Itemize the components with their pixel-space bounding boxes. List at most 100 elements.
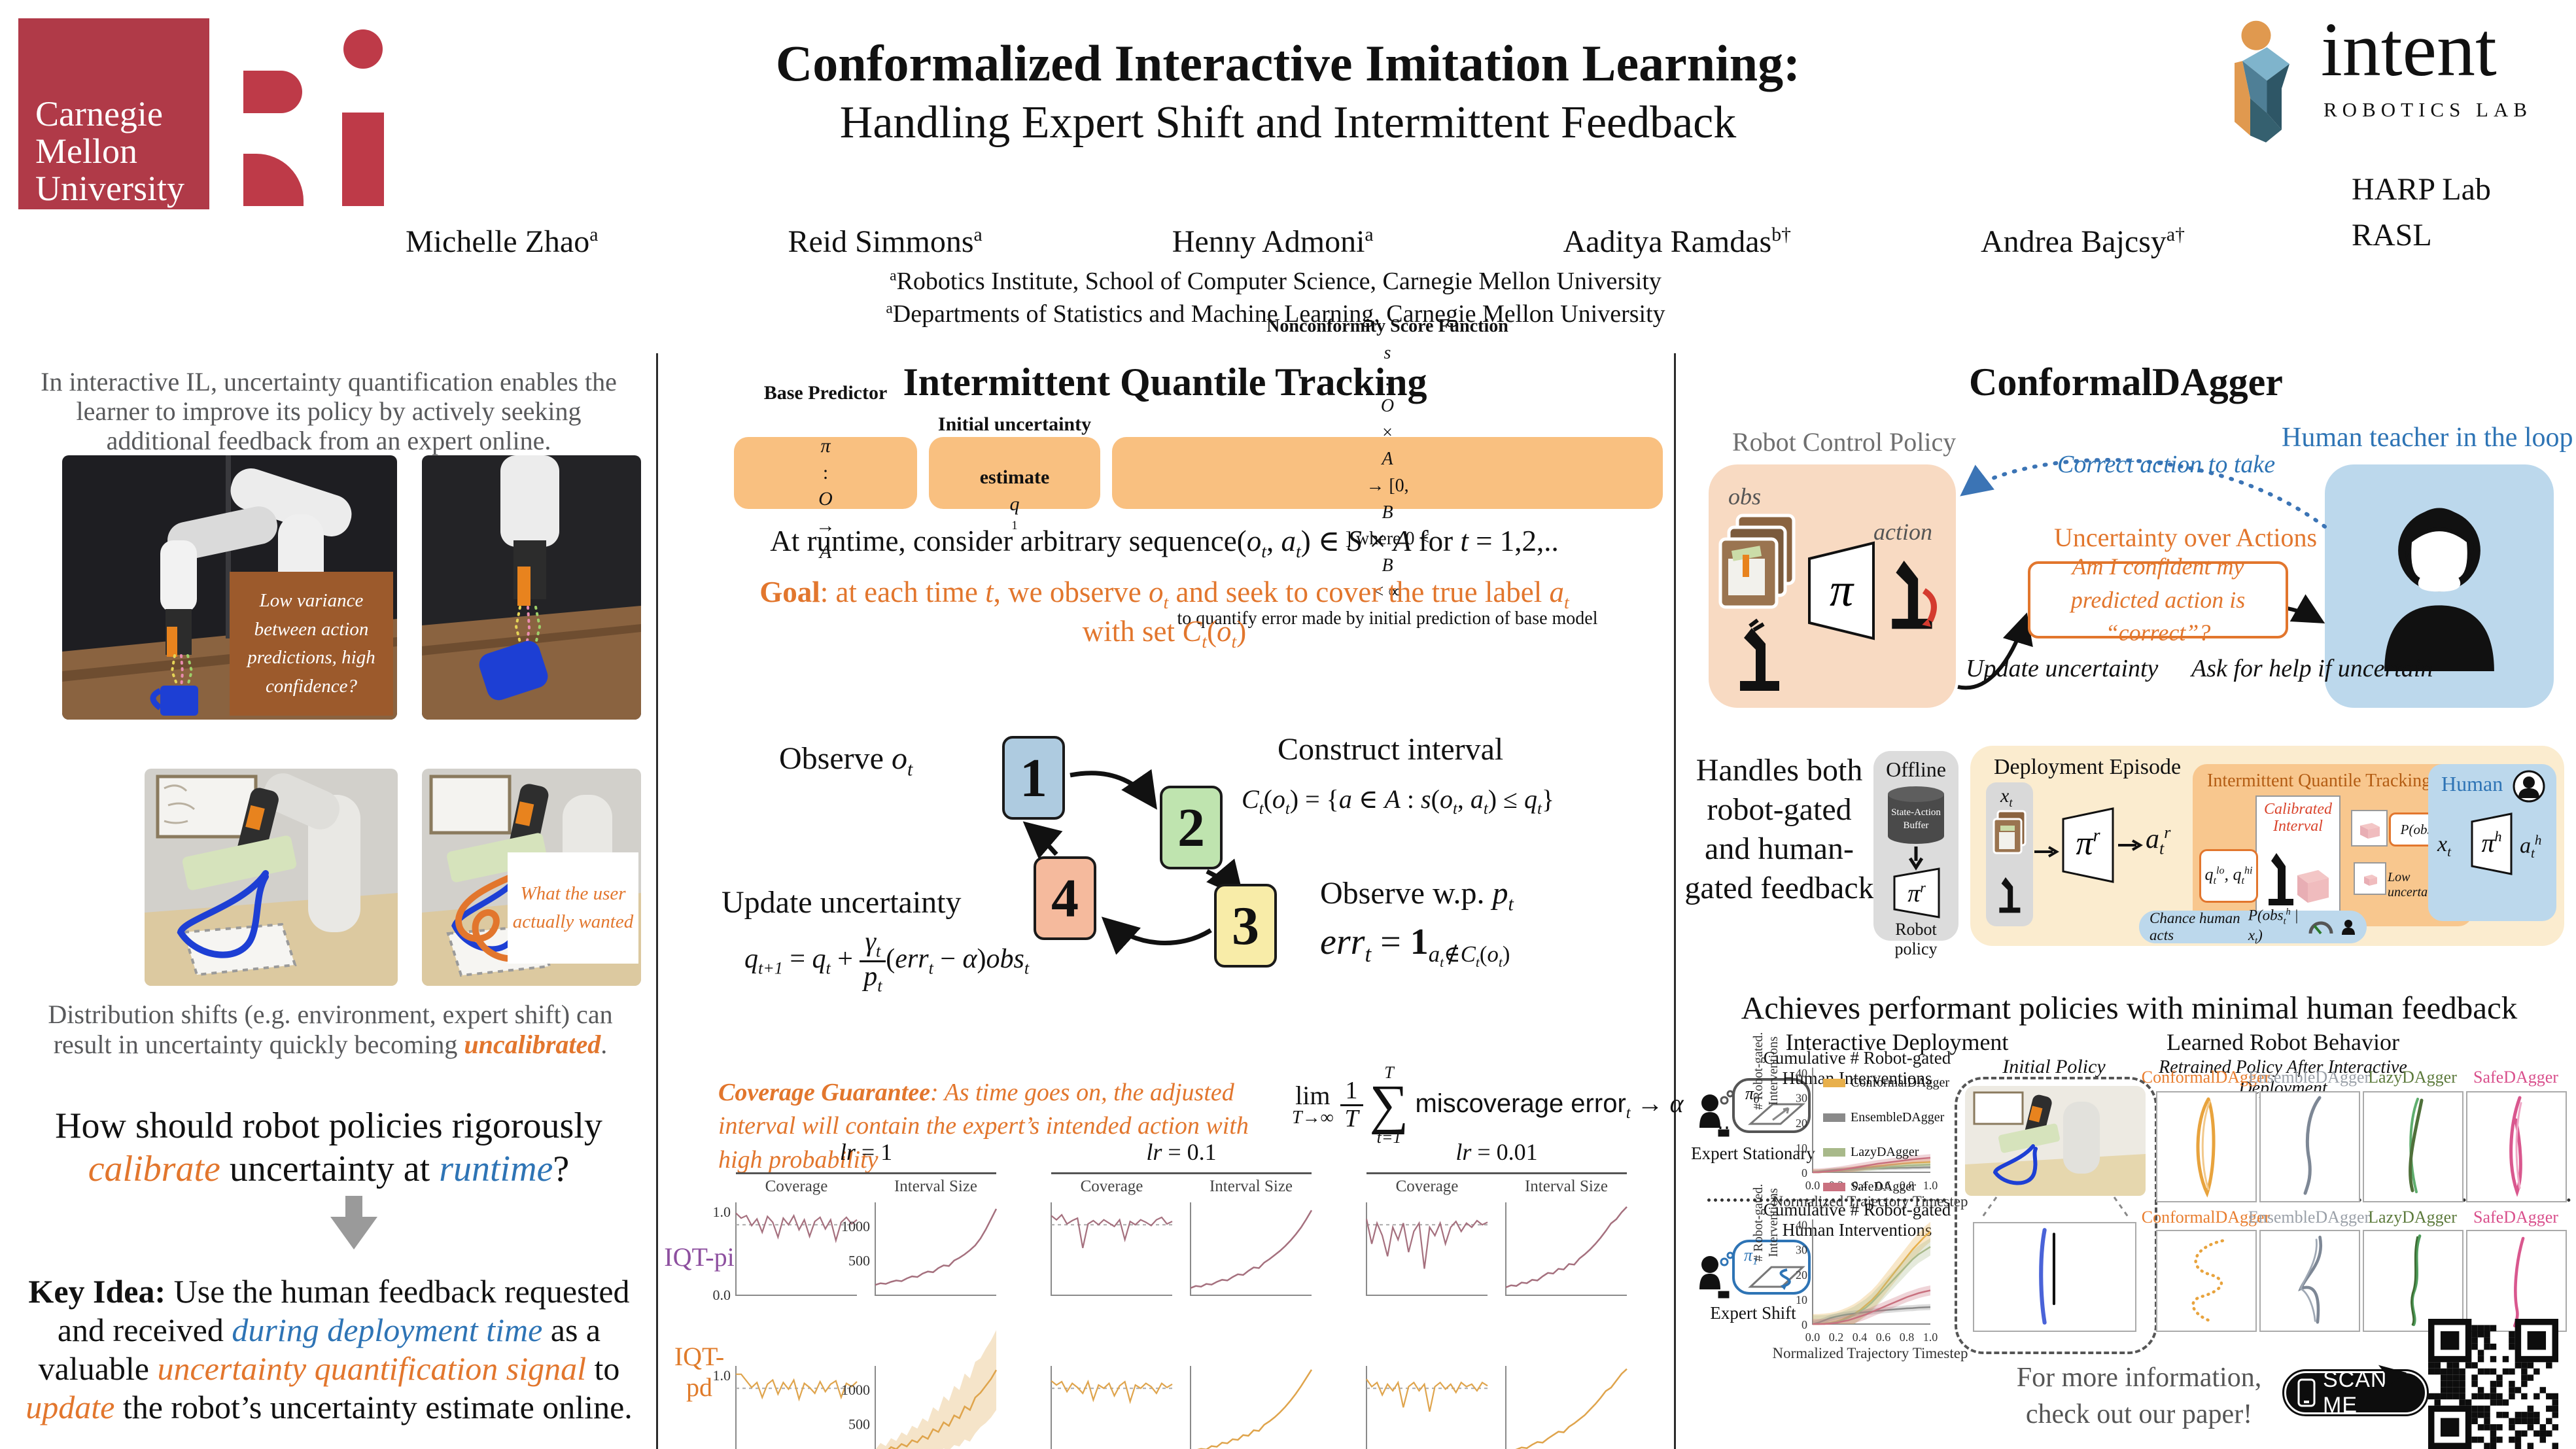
- robot-photo-2-art: [422, 455, 641, 720]
- column-divider-left: [656, 353, 658, 1449]
- initial-policy-container: [1955, 1077, 2157, 1354]
- initial-policy-trajectory-box: [1973, 1222, 2136, 1332]
- cmu-logo: Carnegie Mellon University: [18, 18, 209, 209]
- iqt-input-boxes: Base Predictor π : O → A Initial uncertai…: [734, 316, 1663, 629]
- legend-swatch: [1823, 1079, 1845, 1087]
- robot-arm-action-icon: [1892, 561, 1938, 629]
- robot-photo-drawing-orange: What the user actually wanted: [422, 769, 641, 986]
- uncertainty-over-actions-label: Uncertainty over Actions: [2054, 523, 2318, 552]
- intent-logo-sub: ROBOTICS LAB: [2324, 98, 2533, 121]
- cum-chart-title: Cumulative # Robot-gated Human Intervent…: [1763, 1048, 1951, 1088]
- research-question: How should robot policies rigorously cal…: [55, 1106, 602, 1190]
- right-section-title: ConformalDAgger: [1969, 360, 2283, 404]
- scan-me-pill: SCAN ME: [2282, 1367, 2429, 1418]
- title-line1: Conformalized Interactive Imitation Lear…: [775, 35, 1801, 92]
- robot-policy-label: Robot policy: [1894, 920, 1938, 958]
- iqt-inner-box: Intermittent Quantile Tracking Calibrate…: [2193, 764, 2473, 926]
- legend-label: SafeDAgger: [1851, 1179, 1916, 1194]
- iqt-col-label: Coverage: [1395, 1178, 1459, 1195]
- step1-label: Observe ot: [779, 741, 913, 780]
- step4-label: Update uncertainty: [722, 885, 962, 920]
- coverage-plot: 100020003000: [1366, 1366, 1488, 1449]
- step2-label: Construct interval: [1278, 732, 1504, 767]
- state-action-buffer-icon: State-Action Buffer: [1888, 786, 1944, 844]
- red-action-arrow: [1922, 588, 1938, 623]
- coverage-plot: 1.00.0100020003000: [713, 1366, 858, 1449]
- expert-stationary-label: Expert Stationary: [1691, 1143, 1815, 1163]
- more-info-line2: check out our paper!: [2025, 1399, 2253, 1429]
- svg-text:1000: 1000: [841, 1218, 870, 1234]
- coverage-guarantee-text: Coverage Guarantee: As time goes on, the…: [718, 1079, 1249, 1174]
- svg-text:1.0: 1.0: [713, 1367, 731, 1384]
- calibrated-interval-box: Calibrated Interval: [2255, 795, 2341, 916]
- dagger-diagram-arrows: [1957, 458, 2327, 690]
- svg-text:30: 30: [1796, 1092, 1807, 1105]
- coverage-plot: [1051, 1202, 1173, 1296]
- author: Andrea Bajcsya†: [1981, 224, 2185, 259]
- trajectory-plot: [2298, 1235, 2323, 1324]
- middle-section-title: Intermittent Quantile Tracking: [903, 360, 1427, 404]
- miscoverage-term: miscoverage errort → α: [1415, 1088, 1684, 1122]
- lim-operator: lim T→∞: [1292, 1081, 1334, 1128]
- goal-text: Goal: at each time t, we observe ot and …: [759, 576, 1569, 653]
- svg-text:0.4: 0.4: [1853, 1331, 1868, 1344]
- runtime-sequence-text: At runtime, consider arbitrary sequence(…: [770, 525, 1559, 562]
- qr-pattern: [2428, 1319, 2558, 1449]
- xt-obs-stack: [1993, 810, 2027, 854]
- orange-trajectory: [455, 870, 523, 962]
- intent-logo-wordmark: intent: [2321, 7, 2497, 92]
- step2-formula: Ct(ot) = {a ∈ A : s(ot, at) ≤ qt}: [1242, 784, 1555, 818]
- step2-box: 2: [1160, 786, 1223, 869]
- ri-logo-shape-bottom: [243, 154, 304, 206]
- deployment-episode-label: Deployment Episode: [1994, 755, 2182, 779]
- interval-plot: 100020003000: [1505, 1366, 1627, 1449]
- expert-shift-label: Expert Shift: [1710, 1303, 1796, 1323]
- iqt-col-label: Coverage: [765, 1178, 828, 1195]
- legend-item: LazyDAgger: [1823, 1145, 1949, 1160]
- column-divider-right: [1674, 353, 1676, 1449]
- iqt-subplot-coverage-pd-g0: 1.00.0100020003000: [713, 1366, 858, 1449]
- legend-label: EnsembleDAgger: [1851, 1110, 1945, 1125]
- iqt-subplot-coverage-pi-g1: [1051, 1202, 1173, 1296]
- legend-swatch: [1823, 1113, 1845, 1122]
- correct-action-label: Correct action to take: [2057, 451, 2276, 478]
- xt-label: xt: [2000, 785, 2013, 810]
- ri-logo-i-dot: [343, 29, 383, 69]
- policy-to-question-arrow: [1957, 612, 2033, 690]
- pi-h-parallelogram: πh: [2471, 812, 2513, 875]
- author: Henny Admonia: [1172, 224, 1374, 259]
- authors-row: Michelle Zhaoa Reid Simmonsa Henny Admon…: [406, 224, 2185, 260]
- action-label: action: [1873, 519, 1932, 545]
- step4-box: 4: [1034, 856, 1096, 940]
- xt-to-pi-arrow: [2034, 846, 2059, 858]
- step1-box: 1: [1002, 736, 1065, 820]
- confident-question-box: Am I confident my predicted action is “c…: [2028, 553, 2288, 646]
- svg-text:0.0: 0.0: [1805, 1331, 1820, 1344]
- left-intro-text: In interactive IL, uncertainty quantific…: [41, 367, 617, 455]
- traj-box-shift-EnsembleDAgger: [2259, 1230, 2360, 1332]
- buffer-text-1: State-Action: [1891, 807, 1941, 818]
- ri-logo: [243, 26, 394, 213]
- tipped-blue-mug-icon: [479, 640, 548, 701]
- learned-behavior-trajectories: ConformalDAgger EnsembleDAgger LazyDAgger S…: [2142, 1065, 2575, 1353]
- interval-plot: [1505, 1202, 1627, 1296]
- observation-image-stack: [1718, 514, 1796, 609]
- photo-caption-low-variance: Low variance between action predictions,…: [230, 572, 393, 716]
- traj-method-label-ConformalDAgger: ConformalDAgger: [2141, 1208, 2271, 1227]
- interactive-deployment-subhead: Interactive Deployment: [1785, 1029, 2009, 1055]
- svg-text:0.0: 0.0: [713, 1287, 731, 1303]
- author: Reid Simmonsa: [788, 224, 983, 259]
- iqt-subplot-interval-pd-g1: 100020003000: [1190, 1366, 1313, 1449]
- svg-text:20: 20: [1796, 1268, 1807, 1282]
- iqt-col-label: Interval Size: [1524, 1178, 1609, 1195]
- svg-text:0.6: 0.6: [1876, 1331, 1891, 1344]
- interval-plot: 100020003000: [1190, 1366, 1313, 1449]
- svg-text:500: 500: [848, 1416, 870, 1432]
- initial-policy-label: Initial Policy: [2002, 1056, 2106, 1077]
- iqt-chart-grid: IQT-pi IQT-pd lr = 1 Coverage Interval Size 1…: [656, 1138, 1674, 1449]
- svg-text:20: 20: [1796, 1117, 1807, 1130]
- expert-stationary-icon: π0: [1699, 1078, 1811, 1137]
- interval-plot: 1000 500: [841, 1202, 998, 1296]
- coverage-plot: 100020003000: [1051, 1366, 1173, 1449]
